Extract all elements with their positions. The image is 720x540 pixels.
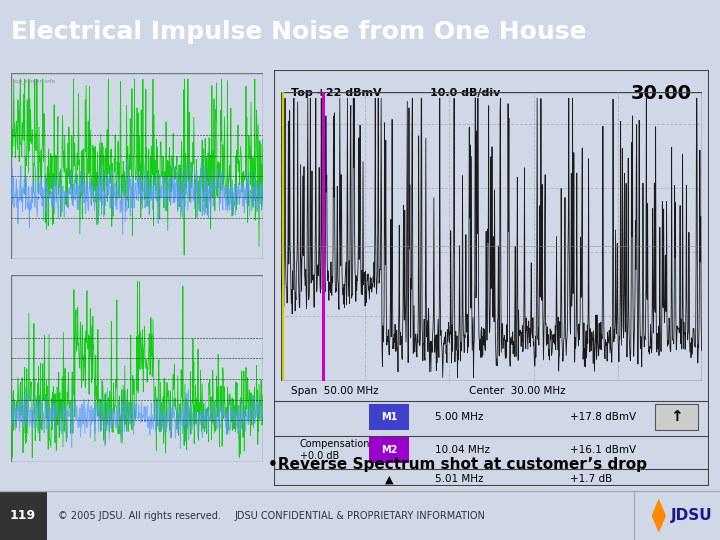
Text: JDSU CONFIDENTIAL & PROPRIETARY INFORMATION: JDSU CONFIDENTIAL & PROPRIETARY INFORMAT… xyxy=(235,511,485,521)
Text: top_screen info: top_screen info xyxy=(13,78,55,84)
Text: © 2005 JDSU. All rights reserved.: © 2005 JDSU. All rights reserved. xyxy=(58,511,220,521)
Text: 5.00 MHz: 5.00 MHz xyxy=(435,412,483,422)
Text: JDSU: JDSU xyxy=(670,508,712,523)
Text: 30.00: 30.00 xyxy=(631,84,692,103)
Text: 119: 119 xyxy=(10,509,36,522)
Bar xyxy=(369,437,409,463)
Text: Center  30.00 MHz: Center 30.00 MHz xyxy=(469,386,566,396)
Text: Span  50.00 MHz: Span 50.00 MHz xyxy=(291,386,379,396)
Bar xyxy=(11,275,263,462)
Text: 10.0 dB/div: 10.0 dB/div xyxy=(430,88,500,98)
Bar xyxy=(0,491,47,540)
Text: 10.04 MHz: 10.04 MHz xyxy=(435,446,490,455)
Text: ↑: ↑ xyxy=(670,409,683,424)
Bar xyxy=(654,404,698,430)
Text: +17.8 dBmV: +17.8 dBmV xyxy=(570,412,636,422)
Text: ▲: ▲ xyxy=(384,474,393,484)
Bar xyxy=(281,92,702,381)
Text: Electrical Impulse Noise from One House: Electrical Impulse Noise from One House xyxy=(11,21,586,44)
Text: •Reverse Spectrum shot at customer’s drop: •Reverse Spectrum shot at customer’s dro… xyxy=(268,457,647,472)
Text: M2: M2 xyxy=(381,446,397,455)
Text: +1.7 dB: +1.7 dB xyxy=(570,474,612,484)
Bar xyxy=(11,73,263,259)
Text: Compensation
+0.0 dB: Compensation +0.0 dB xyxy=(300,440,370,461)
Bar xyxy=(369,404,409,430)
Text: +16.1 dBmV: +16.1 dBmV xyxy=(570,446,636,455)
Text: M1: M1 xyxy=(381,412,397,422)
Text: Top +22 dBmV: Top +22 dBmV xyxy=(291,88,382,98)
Polygon shape xyxy=(652,499,666,532)
Text: 5.01 MHz: 5.01 MHz xyxy=(435,474,483,484)
